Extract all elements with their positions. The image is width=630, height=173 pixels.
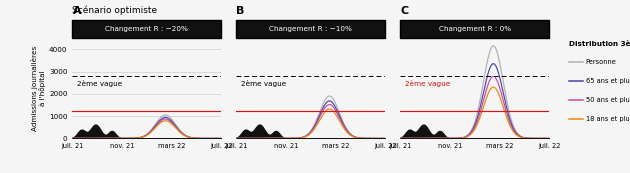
Y-axis label: Admissions journalières
à l'hôpital: Admissions journalières à l'hôpital [31, 46, 47, 131]
Text: Scénario optimiste: Scénario optimiste [72, 5, 158, 15]
FancyBboxPatch shape [401, 20, 549, 38]
Text: 50 ans et plus: 50 ans et plus [586, 97, 630, 103]
Text: Personne: Personne [586, 59, 617, 65]
Text: 18 ans et plus: 18 ans et plus [586, 116, 630, 122]
Text: 65 ans et plus: 65 ans et plus [586, 78, 630, 84]
Text: Distribution 3ème dose: Distribution 3ème dose [570, 41, 630, 47]
Text: 2ème vague: 2ème vague [405, 80, 450, 87]
Text: Changement R : 0%: Changement R : 0% [438, 26, 511, 32]
Text: C: C [401, 6, 408, 16]
FancyBboxPatch shape [72, 20, 221, 38]
Text: Changement R : −10%: Changement R : −10% [270, 26, 352, 32]
FancyBboxPatch shape [236, 20, 385, 38]
Text: 2ème vague: 2ème vague [241, 80, 286, 87]
Text: A: A [72, 6, 81, 16]
Text: B: B [236, 6, 245, 16]
Text: 2ème vague: 2ème vague [77, 80, 122, 87]
Text: Changement R : −20%: Changement R : −20% [105, 26, 188, 32]
